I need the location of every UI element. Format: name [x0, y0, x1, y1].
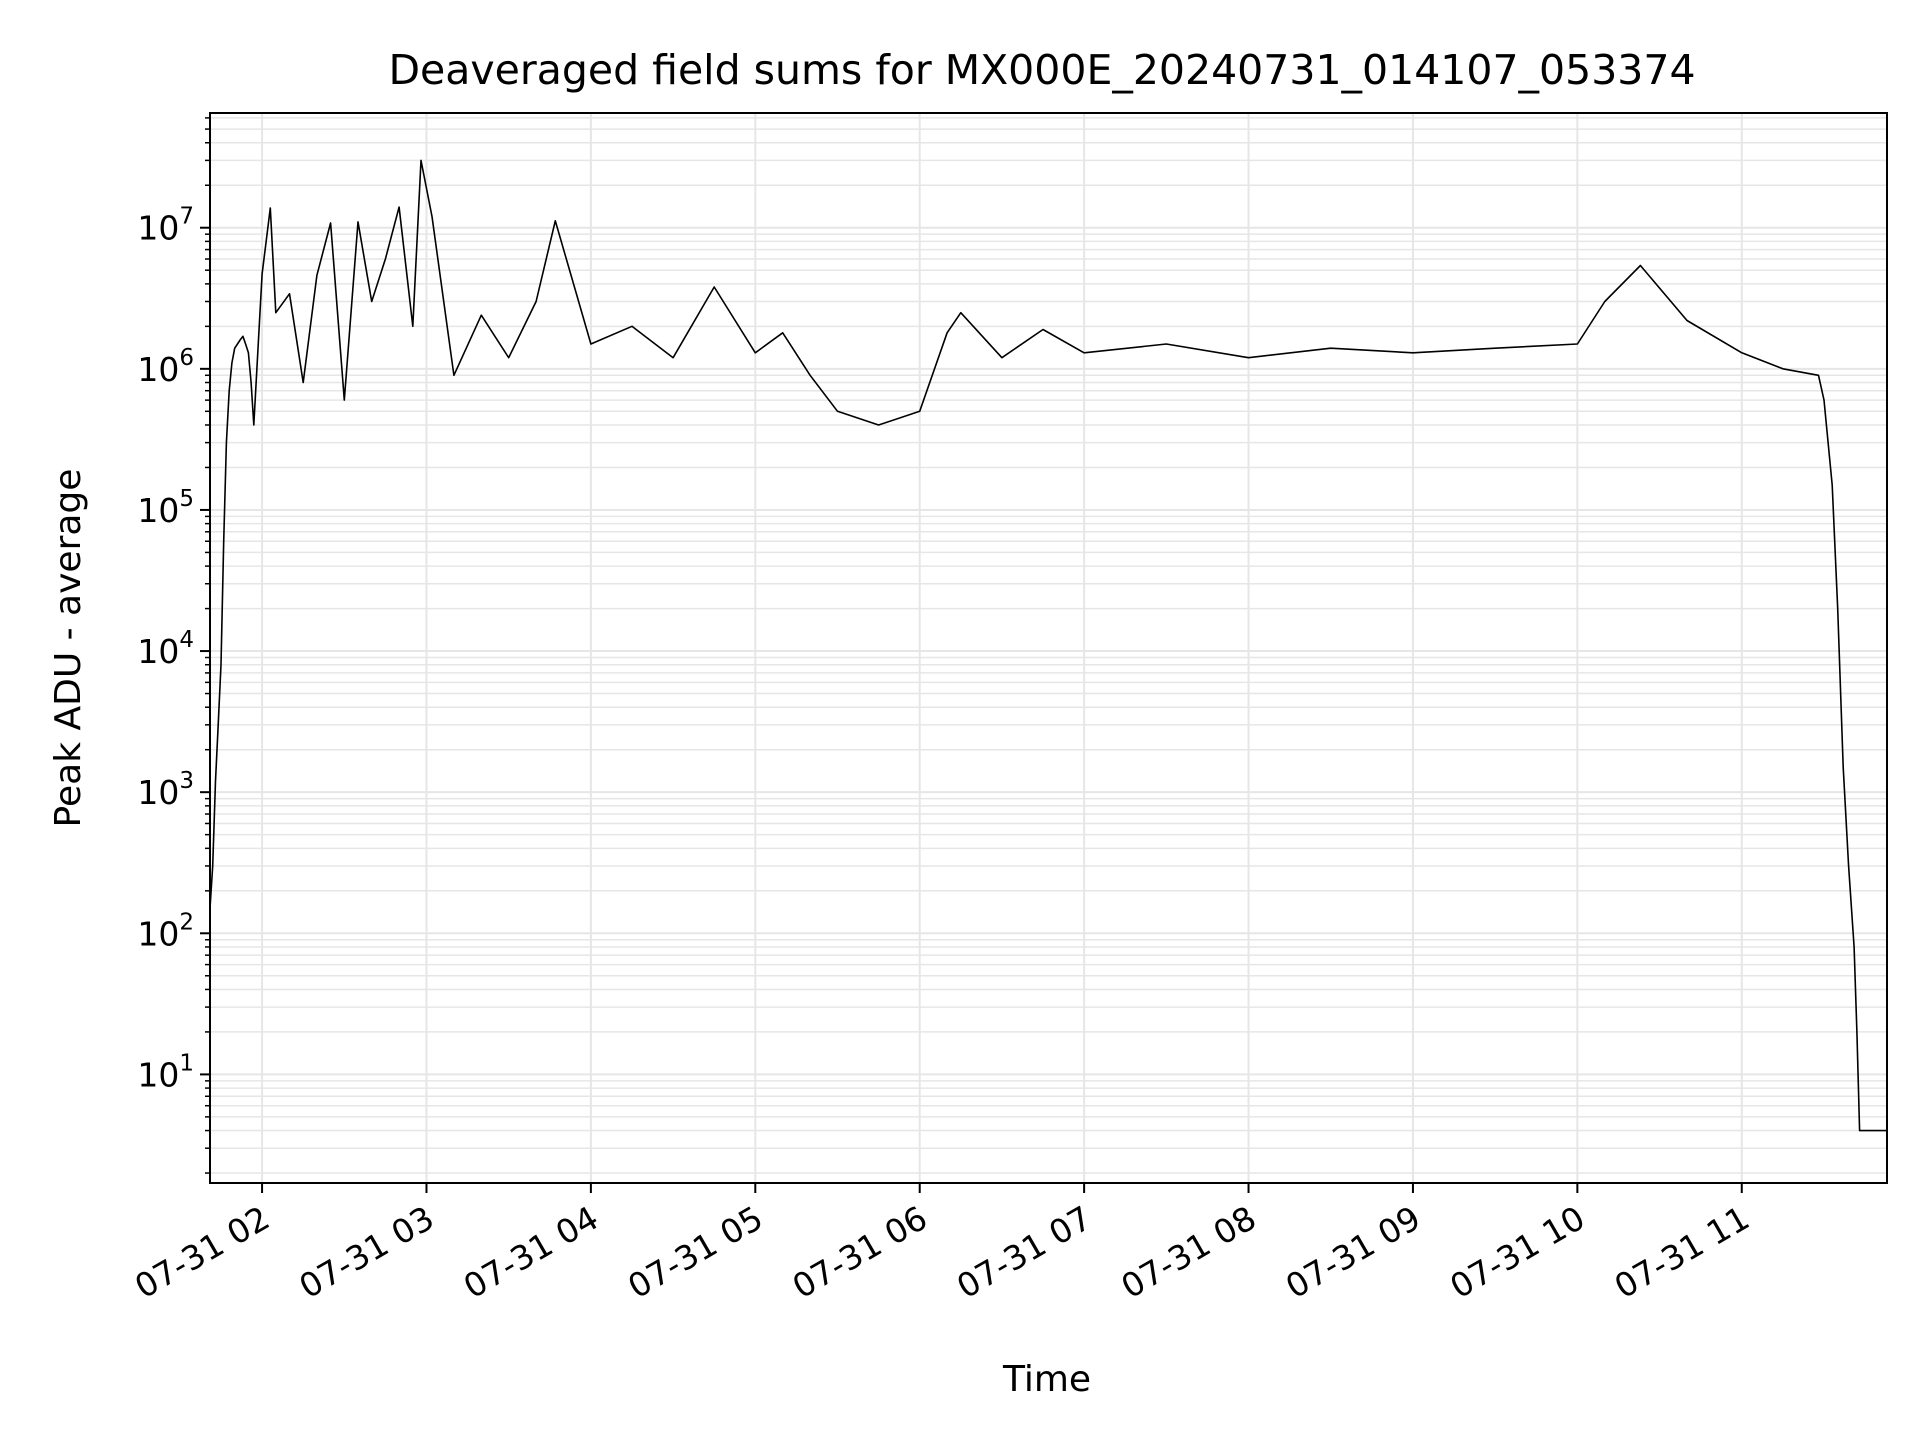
- y-tick-label: 103: [137, 768, 194, 812]
- y-tick-label: 102: [137, 909, 194, 953]
- y-axis-label: Peak ADU - average: [48, 469, 89, 828]
- x-axis-label: Time: [1002, 1359, 1091, 1400]
- plot-frame: [209, 112, 1888, 1184]
- y-tick-label: 106: [137, 345, 194, 389]
- chart-title: Deaveraged field sums for MX000E_2024073…: [388, 46, 1695, 94]
- y-tick-label: 104: [137, 627, 194, 671]
- grid-lines: [210, 113, 1887, 1183]
- y-tick-label: 107: [137, 204, 194, 248]
- y-tick-label: 105: [137, 486, 194, 530]
- y-tick-label: 101: [137, 1050, 194, 1094]
- series-line: [209, 159, 1887, 1132]
- series-layer: [209, 159, 1887, 1132]
